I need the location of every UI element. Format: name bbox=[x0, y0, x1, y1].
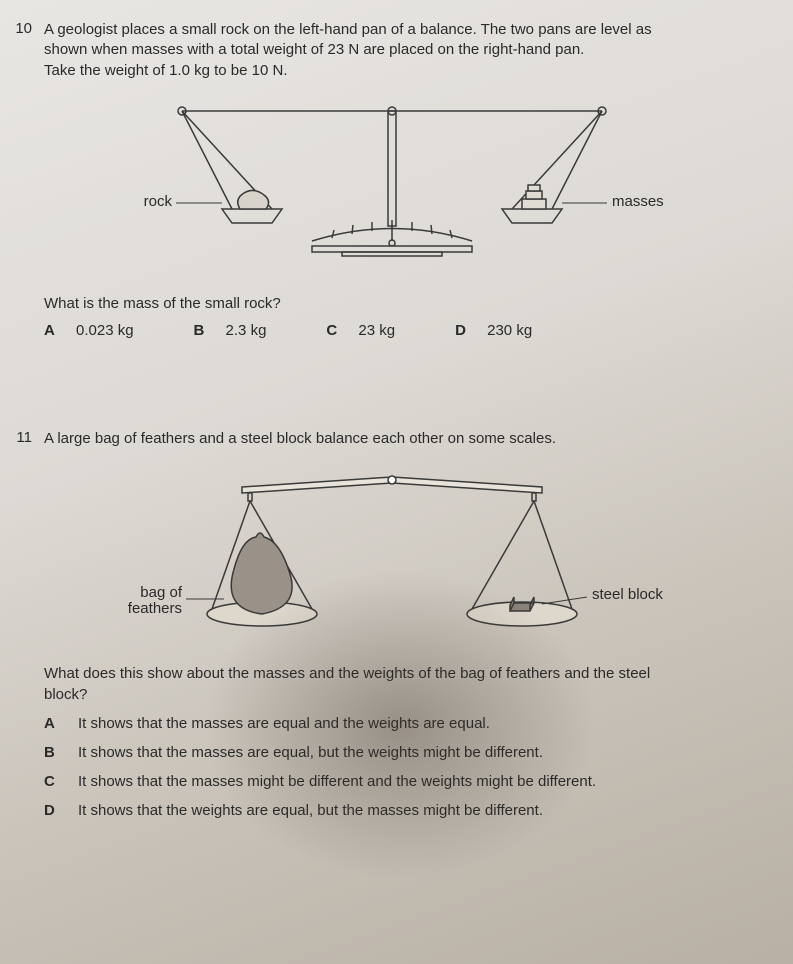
q11-bag-label-1: bag of bbox=[140, 584, 183, 601]
option-text: It shows that the masses might be differ… bbox=[78, 773, 596, 790]
option-text: 2.3 kg bbox=[226, 322, 267, 339]
q10-option-c[interactable]: C 23 kg bbox=[326, 322, 395, 339]
q10-text-line2: shown when masses with a total weight of… bbox=[44, 41, 584, 58]
q11-subquestion: What does this show about the masses and… bbox=[44, 663, 775, 705]
q11-option-d[interactable]: D It shows that the weights are equal, b… bbox=[44, 802, 775, 819]
q11-option-b[interactable]: B It shows that the masses are equal, bu… bbox=[44, 744, 775, 761]
q11-bag-label-2: feathers bbox=[127, 600, 181, 617]
q10-text-line1: A geologist places a small rock on the l… bbox=[44, 21, 652, 38]
q11-number: 11 bbox=[8, 429, 32, 449]
option-letter: C bbox=[44, 773, 62, 790]
q11-text: A large bag of feathers and a steel bloc… bbox=[44, 429, 775, 449]
q10-rock-label: rock bbox=[143, 193, 172, 210]
q10-options: A 0.023 kg B 2.3 kg C 23 kg D 230 kg bbox=[44, 322, 775, 339]
question-11: 11 A large bag of feathers and a steel b… bbox=[8, 429, 775, 819]
q11-block-label: steel block bbox=[592, 586, 663, 603]
q11-subq-line2: block? bbox=[44, 686, 87, 703]
q10-text-line3: Take the weight of 1.0 kg to be 10 N. bbox=[44, 62, 288, 79]
option-text: It shows that the masses are equal and t… bbox=[78, 715, 490, 732]
question-10: 10 A geologist places a small rock on th… bbox=[8, 20, 775, 339]
q11-options: A It shows that the masses are equal and… bbox=[44, 715, 775, 819]
q10-subquestion: What is the mass of the small rock? bbox=[44, 295, 775, 312]
q10-number: 10 bbox=[8, 20, 32, 81]
q10-option-a[interactable]: A 0.023 kg bbox=[44, 322, 134, 339]
q10-option-b[interactable]: B 2.3 kg bbox=[194, 322, 267, 339]
option-letter: A bbox=[44, 322, 62, 339]
option-text: It shows that the weights are equal, but… bbox=[78, 802, 543, 819]
option-text: 23 kg bbox=[358, 322, 395, 339]
q10-text: A geologist places a small rock on the l… bbox=[44, 20, 775, 81]
q10-option-d[interactable]: D 230 kg bbox=[455, 322, 532, 339]
option-letter: D bbox=[44, 802, 62, 819]
q11-scales-diagram: bag of feathers steel block bbox=[152, 459, 632, 649]
option-text: 0.023 kg bbox=[76, 322, 134, 339]
option-letter: C bbox=[326, 322, 344, 339]
option-letter: B bbox=[44, 744, 62, 761]
q11-option-c[interactable]: C It shows that the masses might be diff… bbox=[44, 773, 775, 790]
option-letter: B bbox=[194, 322, 212, 339]
q10-masses-label: masses bbox=[612, 193, 664, 210]
option-letter: D bbox=[455, 322, 473, 339]
option-text: It shows that the masses are equal, but … bbox=[78, 744, 543, 761]
q11-header: 11 A large bag of feathers and a steel b… bbox=[8, 429, 775, 449]
option-text: 230 kg bbox=[487, 322, 532, 339]
q10-balance-diagram: rock masses bbox=[112, 91, 672, 281]
q11-option-a[interactable]: A It shows that the masses are equal and… bbox=[44, 715, 775, 732]
q11-subq-line1: What does this show about the masses and… bbox=[44, 665, 650, 682]
q10-header: 10 A geologist places a small rock on th… bbox=[8, 20, 775, 81]
option-letter: A bbox=[44, 715, 62, 732]
